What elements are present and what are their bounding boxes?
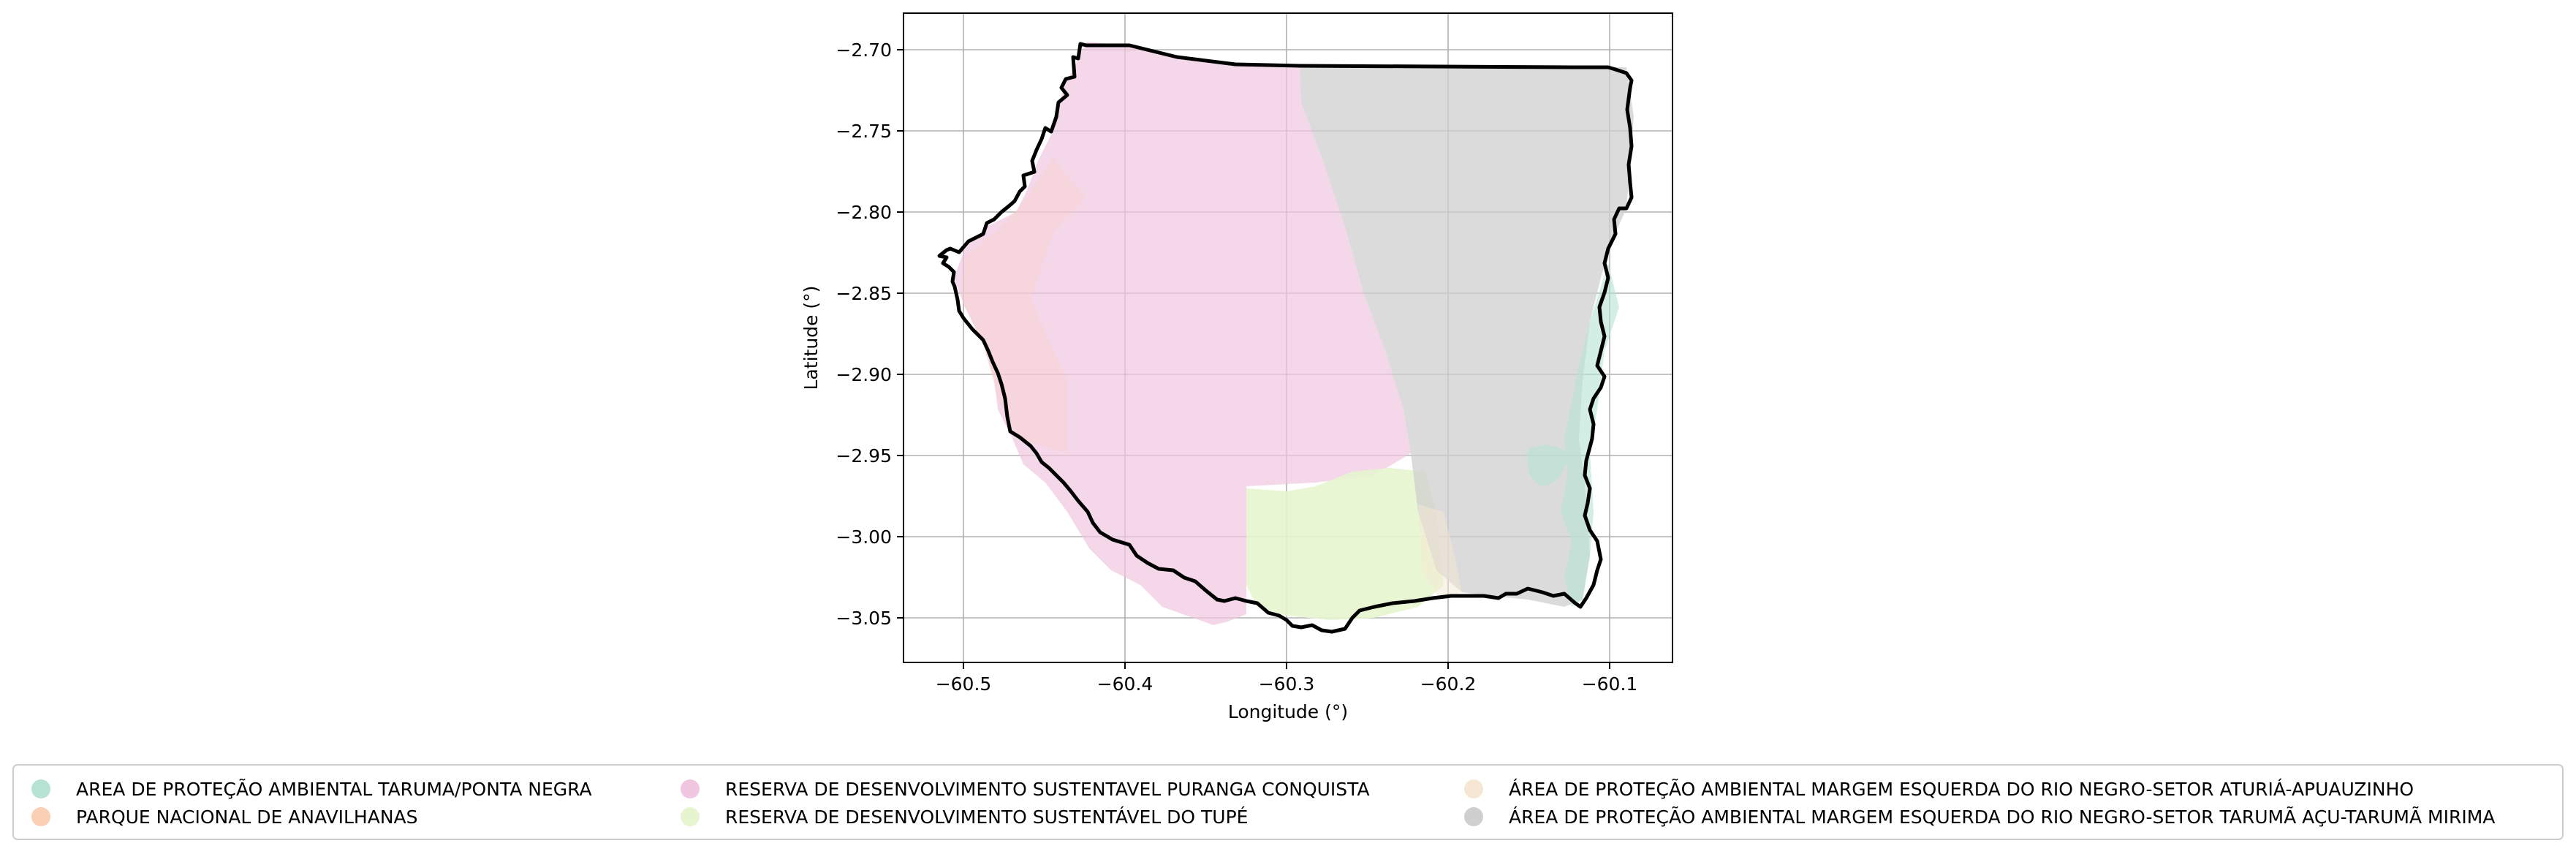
x-tick-label: −60.2 (1420, 673, 1477, 695)
legend-swatch (681, 779, 700, 798)
y-tick-label: −2.95 (836, 445, 892, 466)
y-axis-ticks: −2.70 −2.75 −2.80 −2.85 −2.90 −2.95 −3.00 −3.05 (836, 39, 904, 629)
y-tick-label: −3.05 (836, 608, 892, 629)
legend-label: PARQUE NACIONAL DE ANAVILHANAS (76, 806, 418, 828)
y-tick-label: −2.70 (836, 39, 892, 61)
legend-swatch (1464, 807, 1483, 826)
y-tick-label: −3.00 (836, 526, 892, 548)
y-tick-label: −2.90 (836, 364, 892, 385)
legend-label: ÁREA DE PROTEÇÃO AMBIENTAL MARGEM ESQUER… (1509, 778, 2414, 800)
y-tick-label: −2.85 (836, 283, 892, 304)
x-axis-ticks: −60.5 −60.4 −60.3 −60.2 −60.1 (936, 662, 1638, 695)
x-tick-label: −60.4 (1097, 673, 1153, 695)
legend-label: AREA DE PROTEÇÃO AMBIENTAL TARUMA/PONTA … (76, 778, 592, 800)
x-tick-label: −60.5 (936, 673, 992, 695)
y-axis-label: Latitude (°) (800, 286, 822, 390)
area-anavilhanas (961, 157, 1086, 453)
legend-label: RESERVA DE DESENVOLVIMENTO SUSTENTÁVEL D… (725, 806, 1248, 828)
y-tick-label: −2.75 (836, 121, 892, 142)
legend-swatch (31, 807, 50, 826)
area-taruma-ponta-negra (1527, 263, 1619, 607)
x-tick-label: −60.1 (1582, 673, 1638, 695)
area-tupe (1246, 468, 1444, 620)
legend-label: RESERVA DE DESENVOLVIMENTO SUSTENTAVEL P… (725, 779, 1370, 800)
axes-frame (903, 12, 1673, 663)
x-axis-label: Longitude (°) (1228, 701, 1348, 722)
area-puranga-conquista (954, 42, 1411, 625)
legend-swatch (681, 807, 700, 826)
legend-label: ÁREA DE PROTEÇÃO AMBIENTAL MARGEM ESQUER… (1509, 806, 2495, 828)
legend-swatch (1464, 779, 1483, 798)
protected-areas (954, 42, 1634, 625)
legend-swatch (31, 779, 50, 798)
y-tick-label: −2.80 (836, 202, 892, 223)
municipality-outline (937, 42, 1634, 634)
legend: AREA DE PROTEÇÃO AMBIENTAL TARUMA/PONTA … (12, 764, 2564, 840)
area-aturia-apuauzinho (1418, 505, 1462, 600)
x-tick-label: −60.3 (1259, 673, 1315, 695)
legend-frame (12, 764, 2564, 840)
